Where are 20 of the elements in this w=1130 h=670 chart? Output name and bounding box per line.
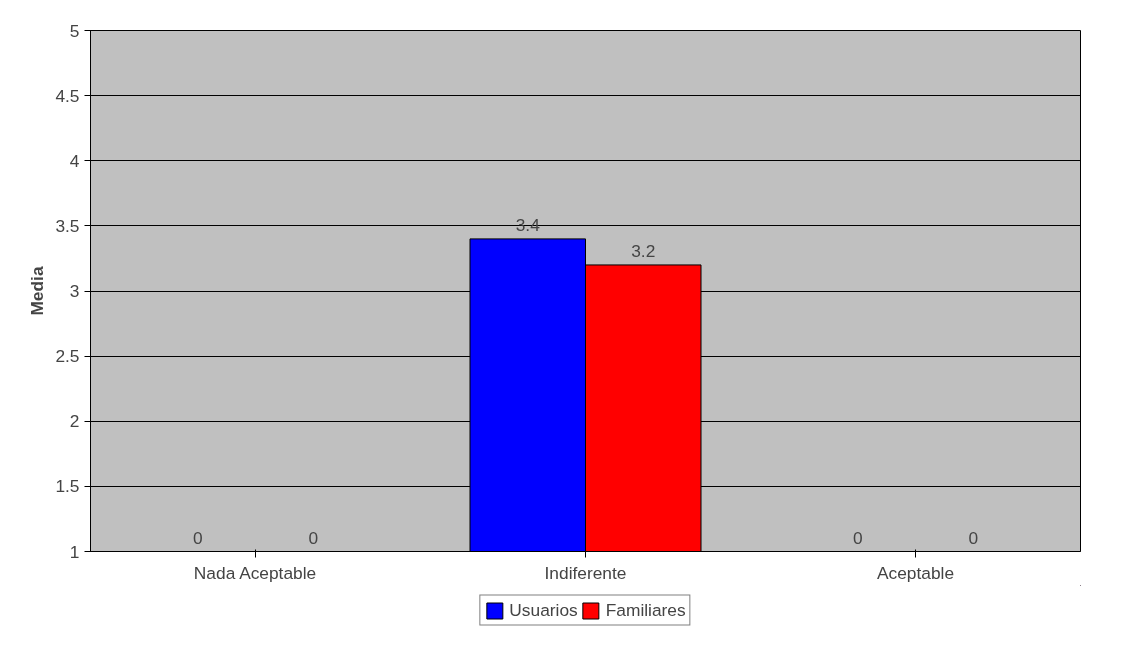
text: 0 <box>192 527 203 548</box>
y-tick-label: 2.5 <box>55 346 80 367</box>
data-label: 3.2 <box>631 240 656 261</box>
legend-label: Familiares <box>605 599 686 621</box>
legend-label: Usuarios <box>509 599 578 621</box>
text: 0 <box>968 527 979 548</box>
x-tick-label: Nada Aceptable <box>193 562 317 583</box>
y-tick-label: 2 <box>69 411 80 432</box>
x-tick-label: Aceptable <box>876 562 955 583</box>
text: 0 <box>852 527 863 548</box>
text: 0 <box>308 527 319 548</box>
y-tick-label: 3.5 <box>55 215 80 236</box>
y-tick-label: 4 <box>69 150 80 171</box>
y-tick-label: 1 <box>69 541 80 562</box>
x-tick-label: Indiferente <box>544 562 627 583</box>
y-axis-title: Media <box>27 266 48 316</box>
y-tick-label: 3 <box>69 281 80 301</box>
y-tick-label: 1.5 <box>55 476 80 497</box>
y-tick-label: 4.5 <box>55 85 80 106</box>
y-tick-label: 5 <box>69 20 80 41</box>
